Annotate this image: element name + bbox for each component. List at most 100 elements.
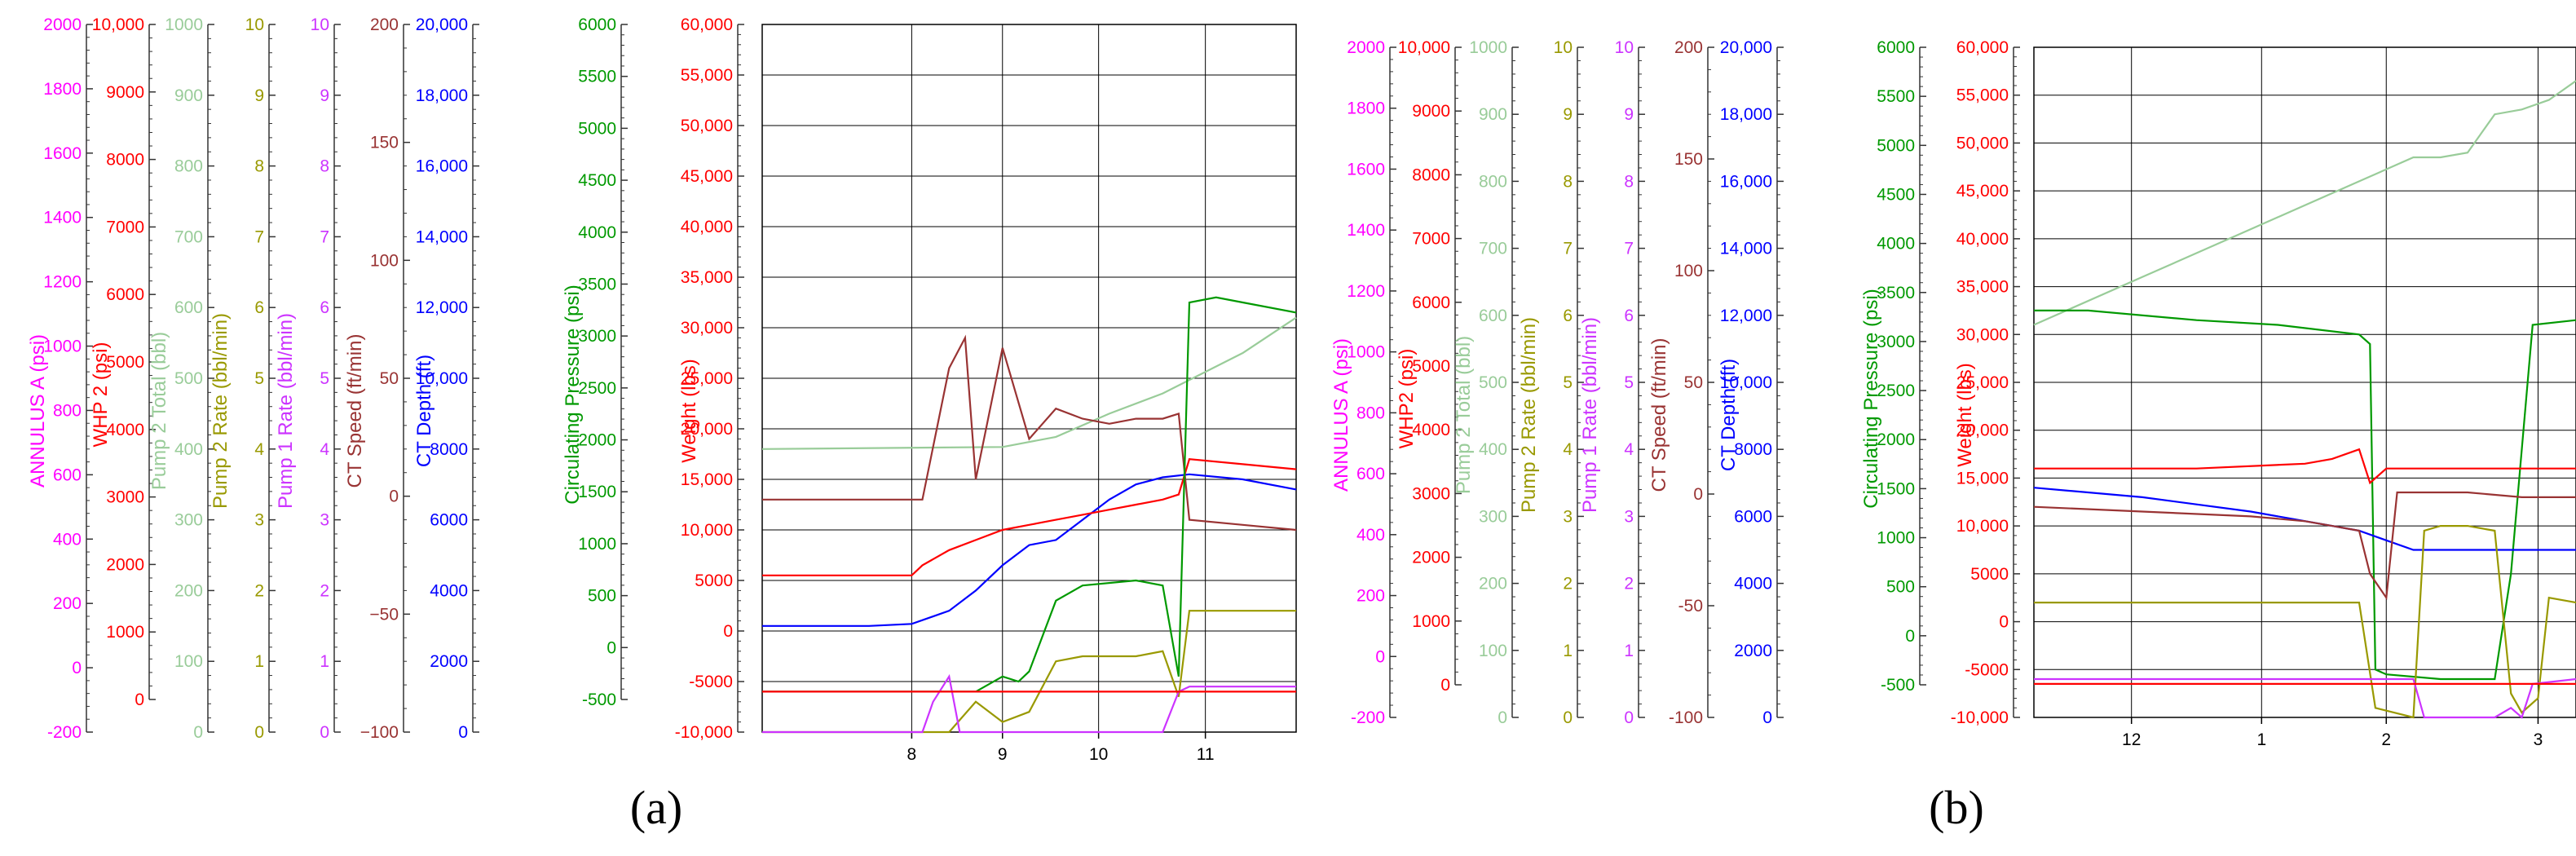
tick-label: 12,000 — [1720, 307, 1772, 325]
tick-label: 0 — [1624, 708, 1634, 727]
tick-label: 10 — [245, 15, 264, 34]
axis-ct_depth: 20,000 18,000 16,000 14,000 12,000 10,000 8000… — [413, 15, 479, 742]
tick-label: 2000 — [578, 431, 616, 450]
axis-annulus: 2000180016001400120010008006004002000-20… — [1330, 38, 1396, 727]
tick-label: 10,000 — [1720, 373, 1772, 392]
tick-label: −100 — [360, 723, 399, 742]
series-line-circ — [762, 296, 1297, 693]
tick-label: 35,000 — [681, 268, 733, 287]
tick-label: 150 — [370, 134, 399, 152]
tick-label: 1 — [1624, 642, 1634, 660]
tick-label: 1600 — [43, 144, 82, 163]
tick-label: 10,000 — [1398, 38, 1450, 57]
tick-label: 2000 — [43, 15, 82, 34]
tick-label: 3000 — [106, 488, 144, 507]
tick-label: -200 — [47, 723, 82, 742]
tick-label: 20,000 — [1720, 38, 1772, 57]
tick-label: 900 — [174, 86, 203, 105]
tick-label: 3500 — [1877, 284, 1915, 302]
x-tick-label: 1 — [2256, 730, 2266, 749]
axis-title: Pump 2 Total (bbl) — [148, 332, 170, 490]
tick-label: 60,000 — [1956, 38, 2009, 57]
tick-label: 4000 — [106, 421, 144, 439]
tick-label: 8000 — [430, 440, 468, 459]
tick-label: 400 — [1356, 526, 1385, 545]
axis-title: CT Depth (ft) — [413, 355, 435, 467]
tick-label: 500 — [1479, 373, 1507, 392]
axis-title: Weight (lbs) — [1954, 363, 1976, 467]
tick-label: 30,000 — [681, 319, 733, 338]
tick-label: 400 — [1479, 440, 1507, 459]
series-line-pump2_rate — [2034, 524, 2576, 719]
tick-label: 15,000 — [1956, 469, 2009, 488]
tick-label: 20,000 — [681, 420, 733, 439]
tick-label: 1200 — [43, 273, 82, 292]
series-line-ct_speed — [762, 334, 1297, 532]
tick-label: 20,000 — [1956, 421, 2009, 440]
tick-label: 100 — [174, 652, 203, 671]
tick-label: 0 — [1693, 485, 1703, 504]
tick-label: 9 — [1624, 105, 1634, 124]
tick-label: 14,000 — [1720, 240, 1772, 258]
tick-label: 0 — [1498, 708, 1507, 727]
axis-title: WHP2 (psi) — [1396, 349, 1418, 449]
tick-label: 4 — [320, 440, 329, 459]
tick-label: 9000 — [1412, 102, 1450, 121]
tick-label: 300 — [1479, 507, 1507, 526]
tick-label: 0 — [254, 723, 264, 742]
tick-label: 3000 — [1412, 484, 1450, 503]
tick-label: 4000 — [1734, 575, 1772, 593]
tick-label: 200 — [53, 594, 82, 613]
axis-annulus: 2000180016001400120010008006004002000-20… — [27, 15, 93, 742]
tick-label: 800 — [174, 157, 203, 176]
tick-label: 40,000 — [1956, 230, 2009, 249]
axis-circ: 6000550050004500400035003000250020001500… — [562, 15, 628, 709]
tick-label: 800 — [1479, 172, 1507, 191]
tick-label: 1400 — [43, 209, 82, 227]
tick-label: 4000 — [1877, 235, 1915, 254]
tick-label: 0 — [389, 488, 399, 506]
tick-label: 9 — [320, 86, 329, 105]
tick-label: 50,000 — [1956, 134, 2009, 152]
tick-label: 25,000 — [1956, 373, 2009, 392]
tick-label: 600 — [1479, 307, 1507, 325]
tick-label: 2000 — [1347, 38, 1385, 57]
panel-a: 2000180016001400120010008006004002000-20… — [27, 15, 1297, 764]
tick-label: 500 — [588, 587, 616, 606]
tick-label: -10,000 — [1951, 708, 2009, 727]
axis-weight: 60,000 55,000 50,000 45,000 40,000 35,000 30,0… — [675, 15, 744, 742]
tick-label: 1 — [320, 652, 329, 671]
tick-label: 0 — [1999, 613, 2009, 632]
tick-label: 5000 — [106, 353, 144, 372]
tick-label: 6 — [1624, 307, 1634, 325]
tick-label: -200 — [1351, 708, 1385, 727]
tick-label: 10,000 — [681, 521, 733, 540]
tick-label: 6000 — [1412, 293, 1450, 312]
tick-label: -500 — [1881, 676, 1915, 695]
series-line-pump1_rate — [2034, 677, 2576, 719]
tick-label: 18,000 — [416, 86, 468, 105]
tick-label: 2500 — [578, 379, 616, 398]
series-line-pump2_total — [2033, 80, 2576, 326]
tick-label: 4 — [1624, 440, 1634, 459]
series-line-pump2_total — [761, 316, 1297, 450]
tick-label: 800 — [53, 401, 82, 420]
tick-label: 9 — [1563, 105, 1573, 124]
axis-whp: 10,000 9000 8000 7000 6000 5000 4000 3000 2000 10… — [1396, 38, 1462, 695]
tick-label: 700 — [1479, 240, 1507, 258]
tick-label: 4500 — [578, 171, 616, 190]
axis-weight: 60,000 55,000 50,000 45,000 40,000 35,000 30,0… — [1951, 38, 2020, 727]
tick-label: 700 — [174, 227, 203, 246]
tick-label: -50 — [1678, 597, 1703, 616]
tick-label: 150 — [1674, 150, 1703, 169]
tick-label: 9000 — [106, 83, 144, 102]
tick-label: 6000 — [106, 285, 144, 304]
plot-area: 8 9 10 11 — [761, 24, 1297, 764]
series-line-weight — [2034, 448, 2576, 485]
tick-label: 600 — [1356, 465, 1385, 483]
axis-circ: 6000550050004500400035003000250020001500… — [1860, 38, 1926, 695]
tick-label: 7 — [1624, 240, 1634, 258]
